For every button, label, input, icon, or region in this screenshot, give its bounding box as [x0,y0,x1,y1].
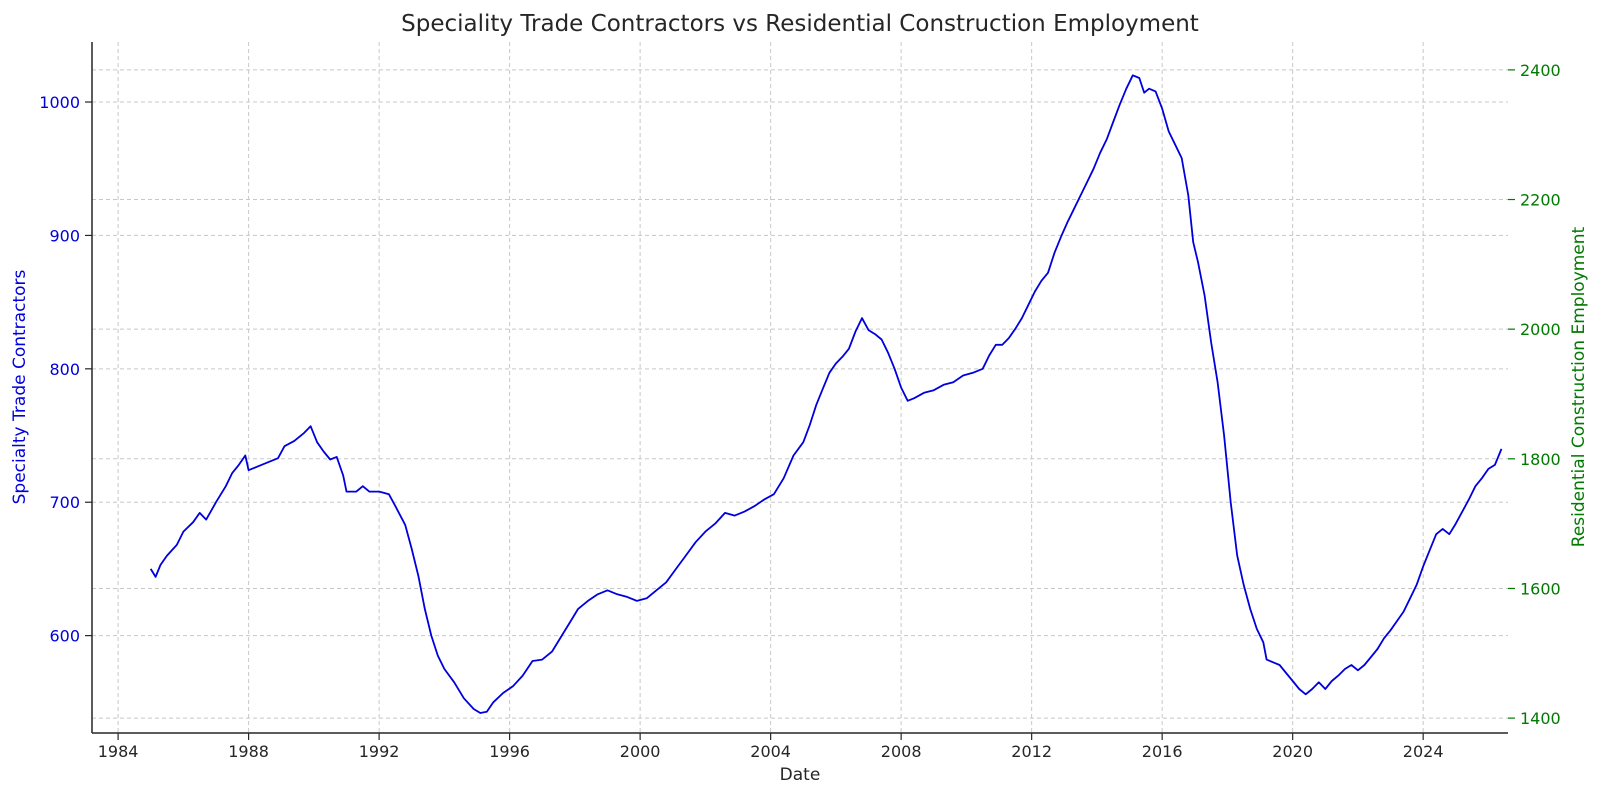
x-tick-label-1996: 1996 [489,742,530,761]
x-tick-label-2024: 2024 [1403,742,1444,761]
axes [85,42,1515,740]
left-axis-title: Specialty Trade Contractors [10,270,30,505]
left-tick-label-800: 800 [49,360,80,379]
left-tick-label-600: 600 [49,627,80,646]
x-tick-label-1988: 1988 [228,742,269,761]
x-tick-label-2000: 2000 [620,742,661,761]
right-tick-label-1600: 1600 [1520,579,1561,598]
x-tick-label-2012: 2012 [1011,742,1052,761]
x-axis-title: Date [780,765,821,785]
left-tick-label-900: 900 [49,226,80,245]
right-tick-label-1800: 1800 [1520,450,1561,469]
right-tick-label-2400: 2400 [1520,61,1561,80]
tick-labels: 1984 1988 1992 1996 2000 2004 2008 2012 2016 2020… [39,61,1560,761]
left-tick-label-700: 700 [49,493,80,512]
right-tick-label-1400: 1400 [1520,709,1561,728]
series-layer [149,74,1503,714]
right-tick-label-2200: 2200 [1520,191,1561,210]
x-tick-label-2008: 2008 [881,742,922,761]
left-tick-label-1000: 1000 [39,93,80,112]
x-tick-label-2016: 2016 [1142,742,1183,761]
x-tick-label-1984: 1984 [98,742,139,761]
x-tick-label-1992: 1992 [359,742,400,761]
right-tick-label-2000: 2000 [1520,320,1561,339]
x-tick-label-2004: 2004 [750,742,791,761]
chart-title: Speciality Trade Contractors vs Resident… [401,11,1199,37]
specialty-trade-line [149,74,1503,714]
x-tick-label-2020: 2020 [1272,742,1313,761]
grid [92,42,1508,733]
right-axis-title: Residential Construction Employment [1569,226,1589,547]
